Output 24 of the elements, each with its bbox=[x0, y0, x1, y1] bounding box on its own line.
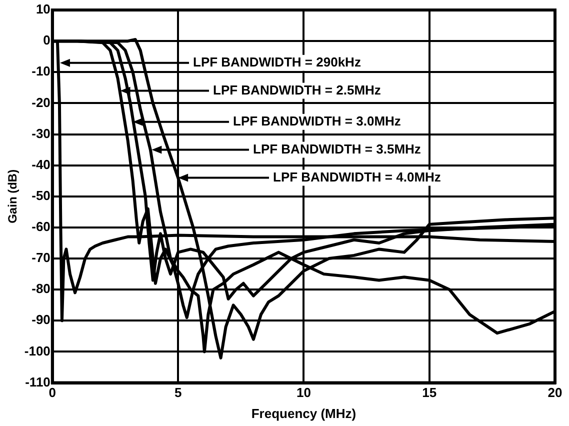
x-tick-label: 10 bbox=[296, 385, 311, 400]
y-axis-title: Gain (dB) bbox=[6, 169, 20, 224]
x-axis-title: Frequency (MHz) bbox=[251, 406, 356, 421]
y-tick-label: -60 bbox=[32, 219, 50, 234]
y-tick-label: -40 bbox=[32, 156, 50, 172]
annotation: LPF BANDWIDTH = 4.0MHz bbox=[273, 169, 442, 184]
y-tick-label: 10 bbox=[36, 2, 50, 17]
x-tick-label: 5 bbox=[174, 385, 182, 400]
y-tick-label: -100 bbox=[24, 343, 50, 358]
annotation: LPF BANDWIDTH = 290kHz bbox=[193, 54, 362, 70]
annotation: LPF BANDWIDTH = 2.5MHz bbox=[213, 82, 382, 98]
y-tick-label: -110 bbox=[25, 374, 50, 390]
y-tick-label: -30 bbox=[32, 126, 50, 141]
y-tick-label: 0 bbox=[43, 32, 50, 48]
annotation: LPF BANDWIDTH = 3.5MHz bbox=[253, 141, 422, 156]
y-tick-label: -50 bbox=[32, 188, 50, 203]
annotation: LPF BANDWIDTH = 3.0MHz bbox=[233, 113, 402, 128]
x-tick-label: 20 bbox=[548, 385, 562, 400]
y-tick-label: -70 bbox=[32, 250, 50, 266]
y-tick-label: -10 bbox=[32, 64, 50, 79]
y-tick-label: -90 bbox=[32, 312, 50, 328]
x-tick-label: 15 bbox=[422, 385, 437, 400]
y-tick-label: -80 bbox=[32, 281, 50, 296]
y-tick-label: -20 bbox=[32, 94, 50, 110]
